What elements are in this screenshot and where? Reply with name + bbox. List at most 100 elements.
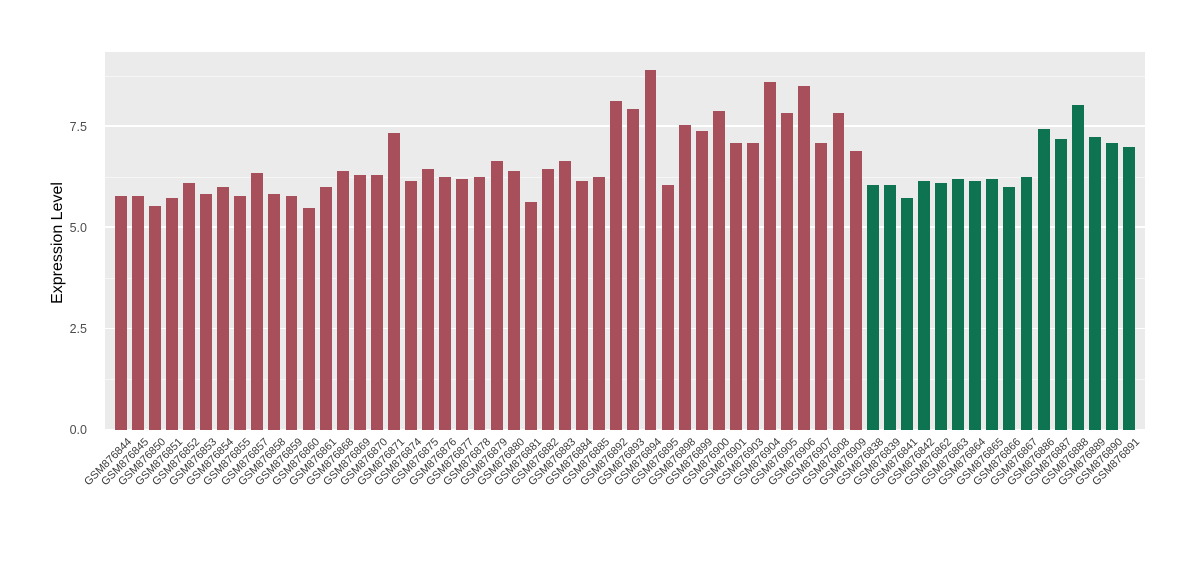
x-tick-slot: GSM876868 xyxy=(304,431,356,551)
bar xyxy=(405,181,418,430)
bar xyxy=(729,142,742,430)
bar xyxy=(302,207,315,430)
x-tick-slot: GSM876860 xyxy=(270,431,322,551)
x-tick-slot: GSM876863 xyxy=(919,431,971,551)
bar xyxy=(182,183,195,430)
x-tick-slot: GSM876871 xyxy=(355,431,407,551)
bar xyxy=(336,171,349,430)
bar xyxy=(678,124,691,430)
bar xyxy=(200,193,212,430)
x-tick-slot: GSM876886 xyxy=(1005,431,1057,551)
bar xyxy=(866,185,879,430)
bar xyxy=(114,195,127,430)
x-axis-tick-labels: GSM876844 GSM876845 GSM876850 GSM876851 GSM8… xyxy=(82,431,1145,551)
bar xyxy=(353,175,366,430)
bar xyxy=(969,181,982,430)
y-tick-label: 2.5 xyxy=(69,321,87,336)
x-tick-slot: GSM876877 xyxy=(424,431,476,551)
x-tick-slot: GSM876892 xyxy=(578,431,630,551)
bar xyxy=(1003,187,1016,430)
bar xyxy=(388,132,400,430)
x-tick-slot: GSM876842 xyxy=(885,431,937,551)
x-tick-slot: GSM876889 xyxy=(1056,431,1108,551)
bar xyxy=(559,161,571,430)
bar xyxy=(165,197,178,430)
x-tick-slot: GSM876862 xyxy=(902,431,954,551)
bar xyxy=(576,181,589,430)
bar xyxy=(815,142,828,430)
bar xyxy=(1054,138,1067,430)
bar xyxy=(610,100,623,430)
x-tick-slot: GSM876869 xyxy=(321,431,373,551)
bar xyxy=(285,195,298,430)
major-gridline xyxy=(105,125,1145,127)
x-tick-slot: GSM876845 xyxy=(99,431,151,551)
x-tick-slot: GSM876905 xyxy=(749,431,801,551)
bar xyxy=(439,177,452,430)
bar xyxy=(371,175,383,430)
bar xyxy=(712,110,725,430)
x-tick-slot: GSM876883 xyxy=(526,431,578,551)
bars-container xyxy=(105,52,1145,430)
bar xyxy=(234,195,247,430)
x-tick-slot: GSM876857 xyxy=(219,431,271,551)
bar xyxy=(644,70,657,430)
x-tick-slot: GSM876874 xyxy=(372,431,424,551)
x-tick-slot: GSM876854 xyxy=(184,431,236,551)
bar xyxy=(1071,104,1084,430)
x-tick-slot: GSM876880 xyxy=(475,431,527,551)
x-tick-slot: GSM876895 xyxy=(629,431,681,551)
x-tick-slot: GSM876904 xyxy=(731,431,783,551)
x-tick-slot: GSM876858 xyxy=(236,431,288,551)
bar xyxy=(661,185,674,430)
bar xyxy=(148,205,161,430)
bar xyxy=(798,86,811,430)
x-tick-slot: GSM876852 xyxy=(150,431,202,551)
x-tick-slot: GSM876851 xyxy=(133,431,185,551)
x-tick-slot: GSM876884 xyxy=(543,431,595,551)
bar xyxy=(695,130,708,430)
bar xyxy=(507,171,520,430)
bar xyxy=(319,187,332,430)
x-tick-slot: GSM876906 xyxy=(766,431,818,551)
x-tick-slot: GSM876839 xyxy=(851,431,903,551)
bar xyxy=(900,197,913,430)
bar xyxy=(217,187,230,430)
y-tick-label: 7.5 xyxy=(69,119,87,134)
y-axis-tick-labels: 0.0 2.5 5.0 7.5 xyxy=(0,52,97,437)
x-tick-slot: GSM876876 xyxy=(407,431,459,551)
bar xyxy=(986,179,999,430)
major-gridline xyxy=(105,428,1145,430)
x-tick-slot: GSM876878 xyxy=(441,431,493,551)
x-tick-slot: GSM876865 xyxy=(954,431,1006,551)
bar xyxy=(627,108,640,430)
x-tick-slot: GSM876853 xyxy=(167,431,219,551)
x-tick-slot: GSM876885 xyxy=(560,431,612,551)
x-tick-slot: GSM876864 xyxy=(937,431,989,551)
x-tick-slot: GSM876893 xyxy=(595,431,647,551)
bar xyxy=(781,112,794,430)
x-tick-slot: GSM876841 xyxy=(868,431,920,551)
bar xyxy=(764,82,777,430)
bar xyxy=(935,183,947,430)
bar xyxy=(541,169,554,430)
major-gridline xyxy=(105,327,1145,329)
bar xyxy=(251,173,264,430)
x-tick-slot: GSM876900 xyxy=(680,431,732,551)
bar xyxy=(1037,128,1050,430)
x-tick-slot: GSM876866 xyxy=(971,431,1023,551)
x-tick-slot: GSM876890 xyxy=(1073,431,1125,551)
x-tick-slot: GSM876859 xyxy=(253,431,305,551)
x-tick-slot: GSM876867 xyxy=(988,431,1040,551)
bar xyxy=(747,142,759,430)
bar xyxy=(832,112,845,430)
minor-gridline xyxy=(105,277,1145,279)
x-tick-slot: GSM876850 xyxy=(116,431,168,551)
bar xyxy=(490,161,503,430)
x-tick-slot: GSM876898 xyxy=(646,431,698,551)
bar xyxy=(131,195,144,430)
x-tick-slot: GSM876861 xyxy=(287,431,339,551)
bar xyxy=(952,179,965,430)
x-tick-slot: GSM876907 xyxy=(783,431,835,551)
